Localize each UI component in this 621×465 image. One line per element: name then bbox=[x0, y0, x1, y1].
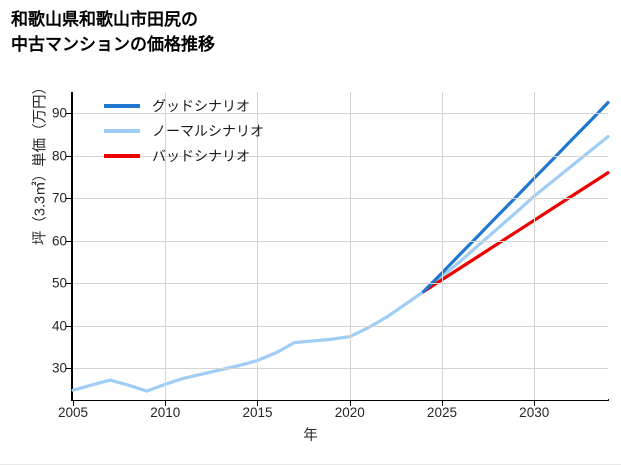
legend-label-good: グッドシナリオ bbox=[152, 97, 250, 114]
gridline-horizontal bbox=[73, 325, 608, 327]
y-tick-label: 90 bbox=[51, 105, 67, 121]
x-tick-mark bbox=[534, 401, 536, 406]
x-axis-line bbox=[71, 399, 609, 401]
legend-item-normal[interactable]: ノーマルシナリオ bbox=[104, 118, 304, 143]
x-axis-tick-labels: 2005 2010 2015 2020 2025 2030 bbox=[58, 405, 608, 425]
y-tick-mark bbox=[66, 325, 71, 327]
x-tick-label: 2030 bbox=[519, 405, 550, 420]
x-tick-label: 2025 bbox=[426, 405, 457, 420]
legend-item-good[interactable]: グッドシナリオ bbox=[104, 93, 304, 118]
y-tick-mark bbox=[66, 198, 71, 200]
y-tick-mark bbox=[66, 240, 71, 242]
y-tick-mark bbox=[66, 113, 71, 115]
gridline-vertical bbox=[165, 92, 167, 400]
legend-swatch-bad bbox=[104, 153, 140, 158]
y-tick-label: 30 bbox=[51, 360, 67, 376]
y-tick-label: 70 bbox=[51, 190, 67, 206]
x-tick-mark bbox=[349, 401, 351, 406]
gridline-vertical bbox=[349, 92, 351, 400]
x-tick-label: 2010 bbox=[150, 405, 181, 420]
series-line bbox=[421, 171, 610, 294]
gridline-vertical bbox=[534, 92, 536, 400]
y-tick-label: 40 bbox=[51, 318, 67, 334]
x-axis-label: 年 bbox=[303, 428, 318, 444]
gridline-horizontal bbox=[73, 283, 608, 285]
y-tick-label: 50 bbox=[51, 275, 67, 291]
legend-swatch-normal bbox=[104, 128, 140, 133]
y-axis-tick-labels: 30 40 50 60 70 80 90 bbox=[22, 92, 67, 400]
gridline-horizontal bbox=[73, 155, 608, 157]
x-tick-label: 2005 bbox=[57, 405, 89, 420]
legend-label-bad: バッドシナリオ bbox=[152, 147, 250, 164]
x-tick-label: 2015 bbox=[242, 405, 273, 420]
plot-area bbox=[71, 92, 610, 400]
page-title: 和歌山県和歌山市田尻の 中古マンションの価格推移 bbox=[11, 10, 215, 54]
x-tick-mark bbox=[441, 401, 443, 406]
legend-label-normal: ノーマルシナリオ bbox=[152, 122, 264, 139]
x-tick-mark bbox=[257, 401, 259, 406]
legend-swatch-good bbox=[104, 103, 140, 108]
x-tick-label: 2020 bbox=[334, 405, 365, 420]
plot-background bbox=[73, 92, 608, 400]
y-tick-mark bbox=[66, 155, 71, 157]
gridline-horizontal bbox=[73, 198, 608, 200]
y-tick-mark bbox=[66, 283, 71, 285]
gridline-horizontal bbox=[73, 113, 608, 115]
legend-item-bad[interactable]: バッドシナリオ bbox=[104, 143, 304, 168]
x-tick-mark bbox=[73, 401, 74, 406]
y-axis-label: 坪（3.3㎡）単価（万円） bbox=[32, 79, 49, 246]
gridline-horizontal bbox=[73, 368, 608, 370]
gridline-vertical bbox=[441, 92, 443, 400]
gridline-horizontal bbox=[73, 240, 608, 242]
series-lines bbox=[71, 101, 610, 393]
series-line bbox=[71, 135, 610, 393]
y-tick-mark bbox=[66, 368, 71, 370]
gridline-vertical bbox=[257, 92, 259, 400]
x-tick-mark bbox=[165, 401, 167, 406]
y-tick-label: 80 bbox=[51, 148, 67, 164]
y-tick-label: 60 bbox=[51, 233, 67, 249]
series-line bbox=[421, 101, 610, 294]
chart-legend: グッドシナリオ ノーマルシナリオ バッドシナリオ bbox=[104, 93, 304, 168]
y-axis-line bbox=[71, 92, 73, 401]
